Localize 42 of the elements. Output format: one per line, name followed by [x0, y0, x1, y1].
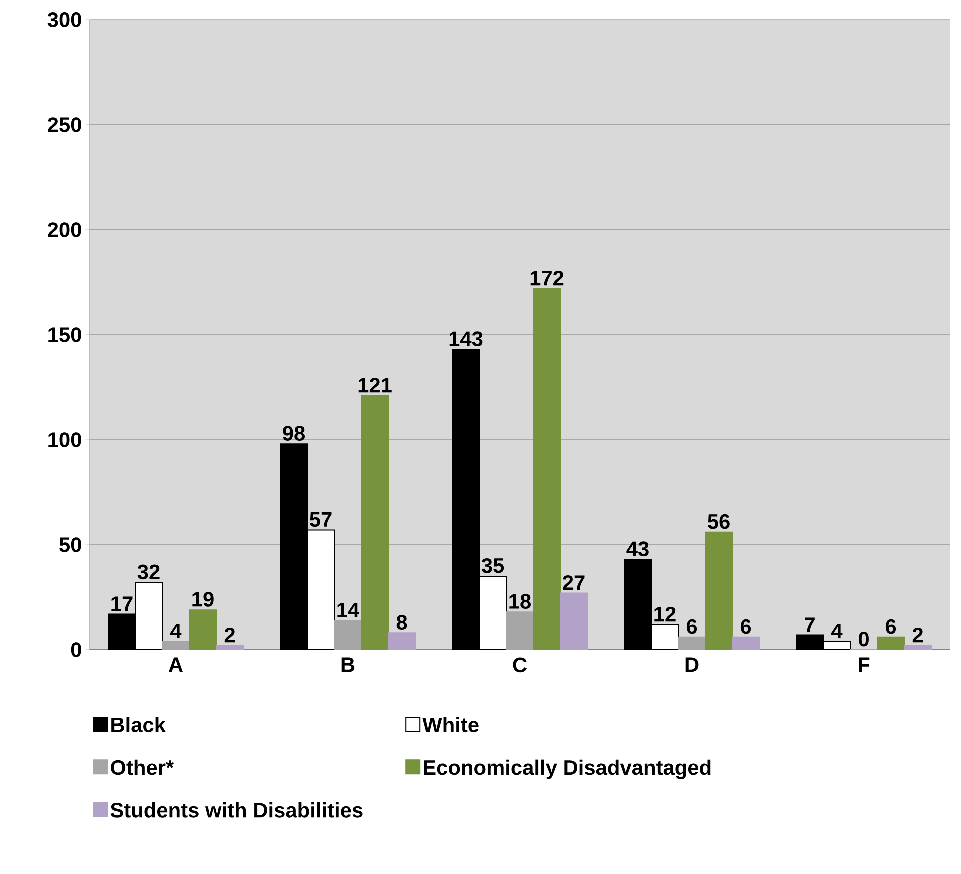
data-label: 143	[450, 332, 483, 346]
x-tick-label: C	[513, 658, 527, 673]
data-label: 17	[112, 596, 133, 612]
y-tick-label: 250	[48, 118, 82, 132]
data-label: 8	[396, 615, 408, 630]
data-label: 6	[740, 619, 752, 634]
data-label: 56	[708, 514, 730, 530]
y-tick-label: 100	[48, 432, 82, 448]
data-label: 6	[886, 619, 896, 634]
data-label: 14	[338, 602, 360, 618]
data-label: 4	[170, 624, 182, 638]
legend-label: Black	[112, 717, 166, 733]
data-label: 6	[686, 619, 698, 634]
legend-label: Other*	[111, 760, 174, 776]
data-label: 19	[192, 592, 214, 607]
legend-label: White	[422, 717, 479, 733]
y-tick-label: 150	[48, 328, 82, 342]
data-label: 43	[626, 542, 649, 556]
y-tick-label: 50	[60, 538, 82, 552]
data-label: 121	[358, 378, 392, 393]
data-label: 172	[530, 270, 564, 286]
data-label: 18	[510, 594, 531, 609]
legend-label: Students with Disabilities	[110, 802, 363, 818]
legend-label: Economically Disadvantaged	[424, 760, 711, 780]
data-label: 98	[283, 426, 305, 441]
x-tick-label: A	[168, 658, 184, 672]
x-tick-label: F	[859, 658, 870, 672]
y-tick-label: 0	[71, 642, 82, 658]
data-label: 2	[224, 628, 235, 643]
y-tick-label: 300	[48, 12, 82, 28]
data-label: 2	[912, 628, 923, 643]
data-label: 32	[138, 564, 160, 580]
x-tick-label: D	[686, 658, 699, 672]
data-label: 57	[310, 512, 332, 528]
y-tick-label: 200	[48, 222, 82, 238]
data-label: 12	[654, 606, 676, 622]
data-label: 35	[482, 558, 504, 574]
data-label: 27	[563, 575, 585, 590]
data-label: 4	[832, 624, 843, 638]
data-label: 0	[859, 632, 869, 647]
data-label: 7	[805, 618, 815, 632]
x-tick-label: B	[342, 658, 355, 672]
